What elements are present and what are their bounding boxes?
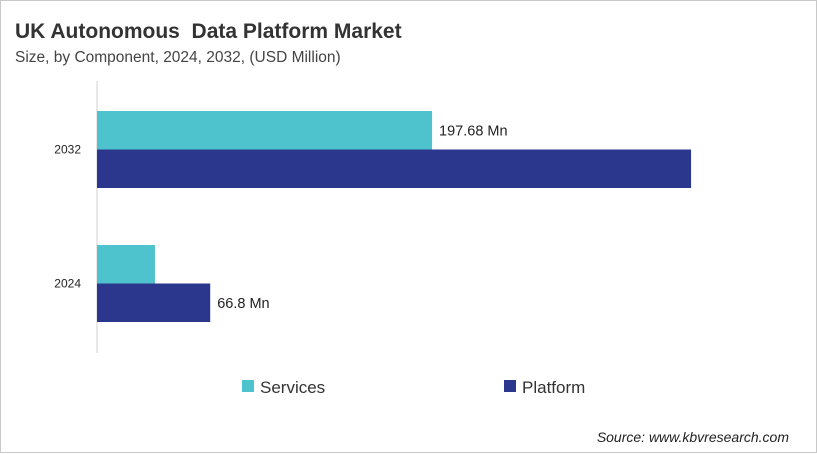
chart-subtitle: Size, by Component, 2024, 2032, (USD Mil… — [15, 49, 341, 66]
chart-title: UK Autonomous Data Platform Market — [15, 20, 402, 43]
source-note: Source: www.kbvresearch.com — [597, 429, 790, 445]
bar-platform-2024 — [97, 283, 211, 322]
legend-swatch-platform — [504, 380, 516, 392]
legend-label-platform: Platform — [522, 378, 585, 397]
legend-label-services: Services — [260, 378, 325, 397]
legend-swatch-services — [242, 380, 254, 392]
data-label: 66.8 Mn — [217, 296, 269, 312]
bar-services-2024 — [97, 245, 155, 284]
data-label: 197.68 Mn — [439, 123, 508, 139]
y-tick-label: 2024 — [54, 277, 81, 291]
bar-platform-2032 — [97, 149, 692, 188]
bar-services-2032 — [97, 111, 433, 150]
y-tick-label: 2032 — [54, 143, 81, 157]
